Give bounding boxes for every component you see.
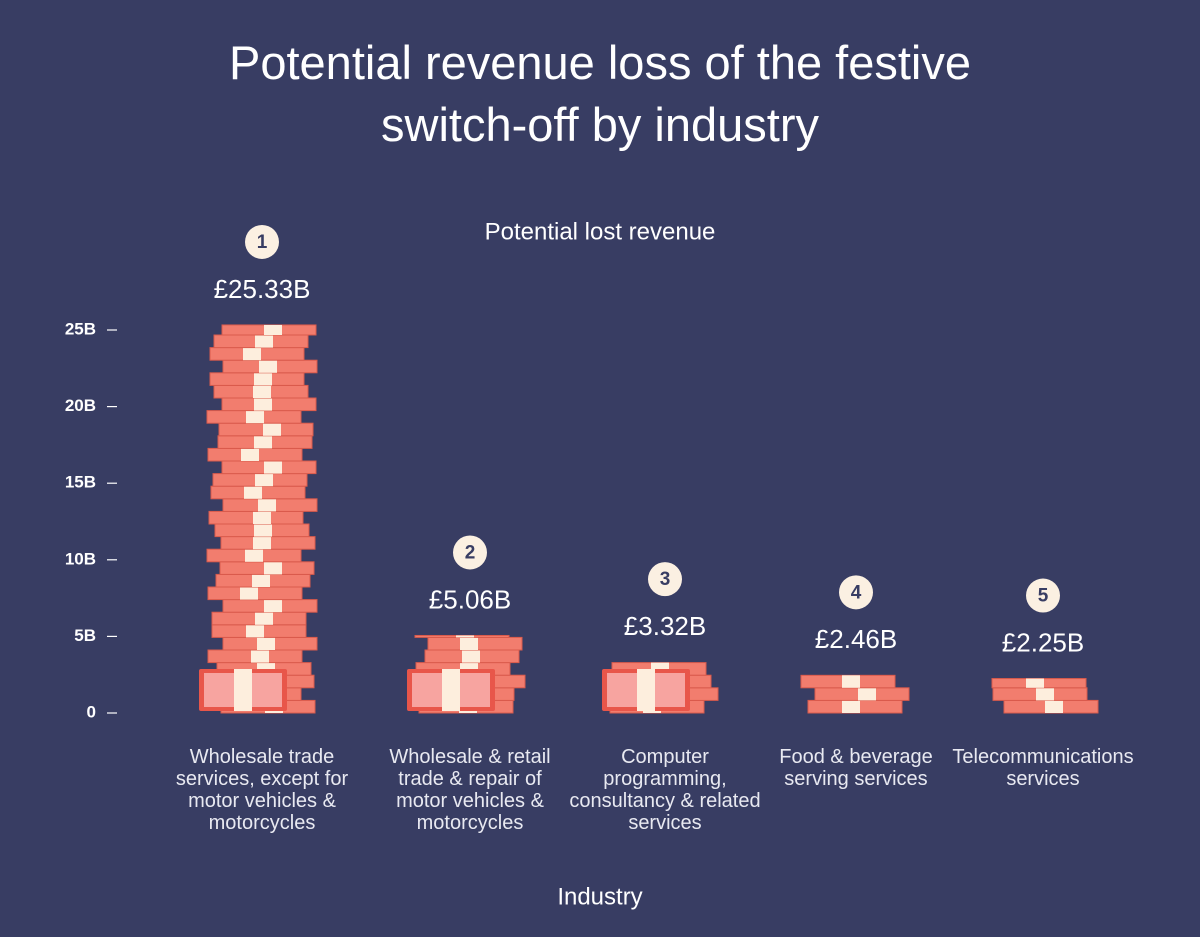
bill-band bbox=[456, 635, 474, 638]
value-label: £5.06B bbox=[429, 584, 511, 614]
bill-band bbox=[243, 347, 261, 361]
y-tick-label: 25B bbox=[65, 319, 96, 338]
value-label: £25.33B bbox=[214, 274, 311, 304]
bar bbox=[407, 634, 526, 714]
x-tick-label: Telecommunications services bbox=[952, 746, 1134, 790]
bill-band bbox=[253, 385, 271, 398]
bill-front-band bbox=[234, 669, 252, 711]
bill-band bbox=[240, 587, 258, 600]
rank-badge bbox=[245, 224, 279, 259]
y-tick-label: 5B bbox=[74, 626, 96, 645]
bill-band bbox=[255, 612, 273, 625]
y-tick-label: 15B bbox=[65, 473, 96, 492]
rank-badge bbox=[648, 562, 682, 597]
bill-band bbox=[264, 324, 282, 335]
value-label: £2.25B bbox=[1002, 627, 1084, 657]
bill-band bbox=[255, 473, 273, 487]
bar bbox=[602, 662, 719, 714]
y-tick-label: 20B bbox=[65, 396, 96, 415]
x-axis-label: Industry bbox=[557, 883, 642, 910]
bill-band bbox=[858, 687, 876, 701]
rank-badge bbox=[839, 575, 873, 610]
bill-band bbox=[246, 624, 264, 638]
bill-band bbox=[1026, 678, 1044, 688]
bill-band bbox=[253, 511, 271, 524]
bill-front-band bbox=[442, 669, 460, 711]
x-tick-label: Wholesale & retail trade & repair of mot… bbox=[389, 746, 551, 834]
bill-band bbox=[258, 498, 276, 512]
bill-band bbox=[1045, 700, 1063, 713]
bill-band bbox=[245, 549, 263, 562]
y-tick-label: 0 bbox=[87, 702, 96, 721]
bill-band bbox=[254, 372, 272, 386]
rank-label: 3 bbox=[660, 569, 671, 590]
rank-label: 4 bbox=[851, 582, 862, 603]
bar bbox=[991, 678, 1099, 714]
rank-label: 1 bbox=[257, 232, 268, 253]
value-label: £2.46B bbox=[815, 624, 897, 654]
bill-band bbox=[244, 486, 262, 499]
bill-band bbox=[254, 524, 272, 537]
rank-badge bbox=[453, 535, 487, 570]
bill-band bbox=[263, 423, 281, 436]
bill-band bbox=[252, 574, 270, 587]
bill-band bbox=[842, 700, 860, 713]
bill-band bbox=[253, 536, 271, 550]
bill-band bbox=[259, 360, 277, 373]
bill-band bbox=[264, 461, 282, 474]
rank-badge bbox=[1026, 578, 1060, 613]
bill-band bbox=[460, 637, 478, 650]
x-tick-label: Computer programming, consultancy & rela… bbox=[569, 746, 761, 834]
rank-label: 5 bbox=[1038, 586, 1049, 607]
bill-band bbox=[264, 561, 282, 575]
bill-band bbox=[246, 410, 264, 424]
x-tick-label: Food & beverage serving services bbox=[779, 746, 933, 790]
rank-label: 2 bbox=[465, 542, 476, 563]
bill-band bbox=[255, 335, 273, 348]
chart-title: Potential revenue loss of the festive sw… bbox=[229, 36, 971, 151]
y-tick-label: 10B bbox=[65, 549, 96, 568]
bill-band bbox=[842, 675, 860, 688]
bill-band bbox=[251, 650, 269, 663]
x-tick-label: Wholesale trade services, except for mot… bbox=[175, 746, 349, 834]
bill-band bbox=[1036, 687, 1054, 701]
bar bbox=[800, 674, 910, 714]
bill-band bbox=[254, 398, 272, 411]
bill-band bbox=[254, 435, 272, 449]
bill-front-band bbox=[637, 669, 655, 711]
bill-band bbox=[462, 650, 480, 663]
bill-band bbox=[241, 448, 259, 461]
chart-subtitle: Potential lost revenue bbox=[485, 218, 716, 245]
value-label: £3.32B bbox=[624, 611, 706, 641]
bill-band bbox=[264, 599, 282, 613]
bar bbox=[199, 324, 318, 714]
bill-band bbox=[257, 637, 275, 650]
